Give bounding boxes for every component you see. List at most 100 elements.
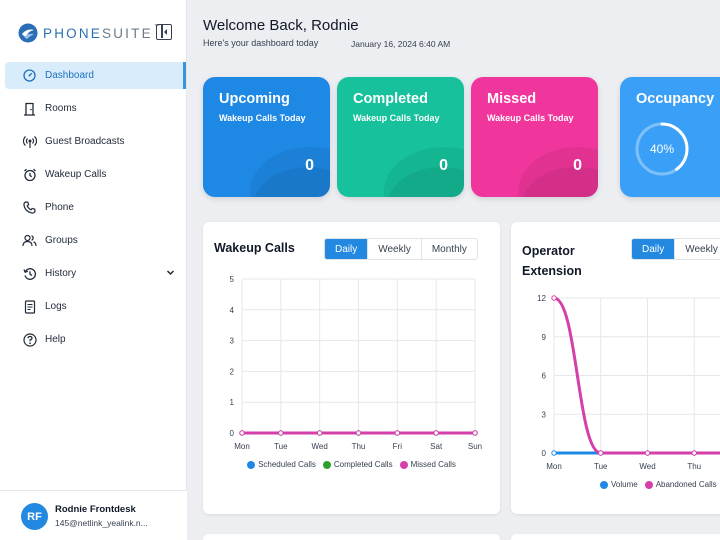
card-title: Missed [487, 91, 537, 107]
sidebar-item-wakeup-calls[interactable]: Wakeup Calls [5, 161, 186, 188]
sidebar-nav: Dashboard Rooms Guest Broadcasts Wakeup … [5, 62, 186, 359]
sidebar-item-label: Rooms [45, 103, 77, 114]
legend-volume[interactable]: Volume [600, 480, 638, 489]
legend-swatch [247, 460, 256, 469]
document-icon [22, 299, 37, 314]
legend-swatch [322, 460, 331, 469]
card-subtitle: Wakeup Calls Today [487, 113, 574, 123]
y-tick-label: 1 [230, 398, 235, 407]
y-tick-label: 2 [230, 367, 235, 376]
x-tick-label: Sat [430, 442, 443, 451]
tab-monthly[interactable]: Monthly [420, 239, 477, 259]
occupancy-progress-arc [635, 122, 689, 176]
sidebar-item-label: Guest Broadcasts [45, 136, 125, 147]
alarm-clock-icon [22, 167, 37, 182]
y-tick-label: 0 [230, 429, 235, 438]
chart-legend: Volume Abandoned Calls [511, 480, 720, 489]
door-icon [22, 101, 37, 116]
occupancy-progress-ring [635, 122, 689, 176]
card-value: 0 [439, 157, 448, 174]
x-tick-label: Tue [274, 442, 288, 451]
y-tick-label: 6 [542, 372, 547, 381]
tab-daily[interactable]: Daily [632, 239, 675, 259]
period-toggle: Daily Weekly Monthly [324, 238, 478, 260]
data-point [598, 450, 604, 456]
sidebar-item-help[interactable]: Help [5, 326, 186, 353]
legend-missed-calls[interactable]: Missed Calls [399, 460, 456, 469]
user-profile[interactable]: RF Rodnie Frontdesk 145@netlink_yealink.… [0, 490, 187, 540]
occupancy-card[interactable]: Occupancy 40% [620, 77, 720, 197]
legend-swatch [644, 480, 653, 489]
current-datetime: January 16, 2024 6:40 AM [351, 39, 451, 49]
legend-swatch [600, 480, 608, 489]
chart-legend: Scheduled Calls Completed Calls Missed C… [203, 460, 500, 469]
data-point [239, 430, 245, 436]
operator-extension-panel: Operator Extension Daily Weekly 0 3 6 9 12 Mo… [511, 222, 720, 514]
avatar: RF [21, 503, 48, 530]
y-tick-label: 5 [230, 275, 235, 284]
data-point [472, 430, 478, 436]
card-title: Occupancy [636, 91, 715, 107]
sidebar-item-label: Wakeup Calls [45, 169, 107, 180]
completed-wakeup-card[interactable]: Completed Wakeup Calls Today 0 [337, 77, 464, 197]
x-tick-label: Wed [639, 462, 655, 471]
data-point [433, 430, 439, 436]
y-tick-label: 9 [542, 333, 547, 342]
help-icon [22, 332, 37, 347]
x-tick-label: Mon [546, 462, 562, 471]
user-name: Rodnie Frontdesk [55, 504, 136, 515]
period-toggle: Daily Weekly [631, 238, 720, 260]
occupancy-value: 40% [649, 142, 675, 156]
card-title: Upcoming [219, 91, 290, 107]
x-tick-label: Thu [687, 462, 701, 471]
data-point [644, 450, 651, 456]
upcoming-wakeup-card[interactable]: Upcoming Wakeup Calls Today 0 [203, 77, 330, 197]
brand-logo[interactable]: PHONESUITE ™ [18, 22, 160, 44]
data-point [278, 430, 284, 436]
sidebar-item-phone[interactable]: Phone [5, 194, 186, 221]
card-title: Completed [353, 91, 428, 107]
y-tick-label: 4 [230, 306, 235, 315]
history-icon [22, 266, 37, 281]
collapse-sidebar-icon[interactable] [156, 24, 172, 40]
missed-wakeup-card[interactable]: Missed Wakeup Calls Today 0 [471, 77, 598, 197]
sidebar-item-label: Logs [45, 301, 67, 312]
user-email: 145@netlink_yealink.n... [55, 518, 148, 528]
series-line-abandoned-calls [553, 296, 720, 455]
legend-scheduled-calls[interactable]: Scheduled Calls [247, 460, 316, 469]
card-value: 0 [573, 157, 582, 174]
x-tick-label: Sun [468, 442, 482, 451]
sidebar-item-label: Help [45, 334, 66, 345]
tab-daily[interactable]: Daily [325, 239, 368, 259]
sidebar-item-history[interactable]: History [5, 260, 186, 287]
sidebar-item-groups[interactable]: Groups [5, 227, 186, 254]
card-subtitle: Wakeup Calls Today [353, 113, 440, 123]
chevron-down-icon[interactable] [166, 268, 175, 277]
sidebar-item-label: Dashboard [45, 70, 94, 81]
y-tick-label: 3 [230, 337, 235, 346]
sidebar-item-guest-broadcasts[interactable]: Guest Broadcasts [5, 128, 186, 155]
y-tick-label: 0 [542, 449, 547, 458]
x-tick-label: Wed [312, 442, 328, 451]
sidebar-item-logs[interactable]: Logs [5, 293, 186, 320]
panel-below [203, 534, 500, 540]
y-tick-label: 3 [542, 410, 547, 419]
wakeup-calls-chart: 0 1 2 3 4 5 Mon Tue Wed Thu Fri Sat Sun [230, 275, 483, 451]
tab-weekly[interactable]: Weekly [674, 239, 720, 259]
data-point [691, 450, 697, 456]
sidebar-item-label: Groups [45, 235, 78, 246]
legend-swatch [399, 460, 408, 469]
legend-completed-calls[interactable]: Completed Calls [322, 460, 393, 469]
data-point [551, 450, 557, 456]
data-point [316, 430, 323, 436]
tab-weekly[interactable]: Weekly [367, 239, 421, 259]
sidebar-item-rooms[interactable]: Rooms [5, 95, 186, 122]
wakeup-calls-panel: Wakeup Calls Daily Weekly Monthly 0 1 2 3 4 5… [203, 222, 500, 514]
page-title: Welcome Back, Rodnie [203, 17, 359, 34]
data-point [394, 430, 401, 436]
brand-name: PHONESUITE [43, 25, 153, 41]
legend-abandoned-calls[interactable]: Abandoned Calls [644, 480, 717, 489]
x-tick-label: Thu [352, 442, 366, 451]
y-tick-label: 12 [537, 294, 546, 303]
sidebar-item-dashboard[interactable]: Dashboard [5, 62, 186, 89]
